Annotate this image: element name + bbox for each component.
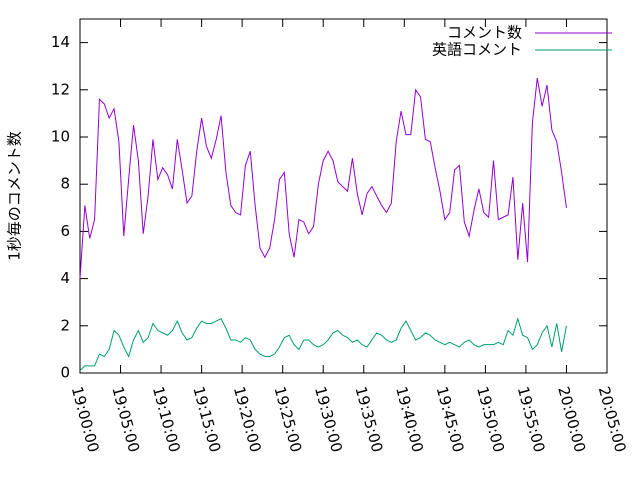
y-axis-label: 1秒毎のコメント数 — [6, 131, 24, 261]
x-tick-label: 19:30:00 — [311, 385, 346, 455]
y-tick-label: 6 — [60, 222, 70, 240]
x-tick-label: 19:50:00 — [473, 385, 508, 455]
plot-frame — [79, 18, 608, 374]
line-series — [79, 77, 567, 279]
legend-label: 英語コメント — [432, 41, 522, 59]
x-tick-label: 19:45:00 — [433, 385, 468, 455]
y-tick-label: 8 — [60, 175, 70, 193]
y-tick-label: 12 — [51, 80, 70, 98]
y-tick-label: 0 — [60, 364, 70, 382]
legend-label: コメント数 — [447, 24, 522, 42]
x-tick-label: 20:00:00 — [554, 385, 589, 455]
x-tick-label: 19:35:00 — [352, 385, 387, 455]
line-series — [79, 316, 567, 371]
x-tick-label: 19:05:00 — [108, 385, 143, 455]
y-tick-label: 2 — [60, 316, 70, 334]
x-tick-label: 19:40:00 — [392, 385, 427, 455]
x-tick-label: 19:15:00 — [189, 385, 224, 455]
x-tick-label: 20:05:00 — [595, 385, 630, 455]
y-tick-label: 14 — [51, 33, 70, 51]
x-tick-label: 19:55:00 — [514, 385, 549, 455]
x-tick-label: 19:00:00 — [68, 385, 103, 455]
y-tick-label: 10 — [51, 128, 70, 146]
x-tick-label: 19:10:00 — [149, 385, 184, 455]
x-tick-label: 19:25:00 — [270, 385, 305, 455]
y-tick-label: 4 — [60, 269, 70, 287]
x-tick-label: 19:20:00 — [230, 385, 265, 455]
